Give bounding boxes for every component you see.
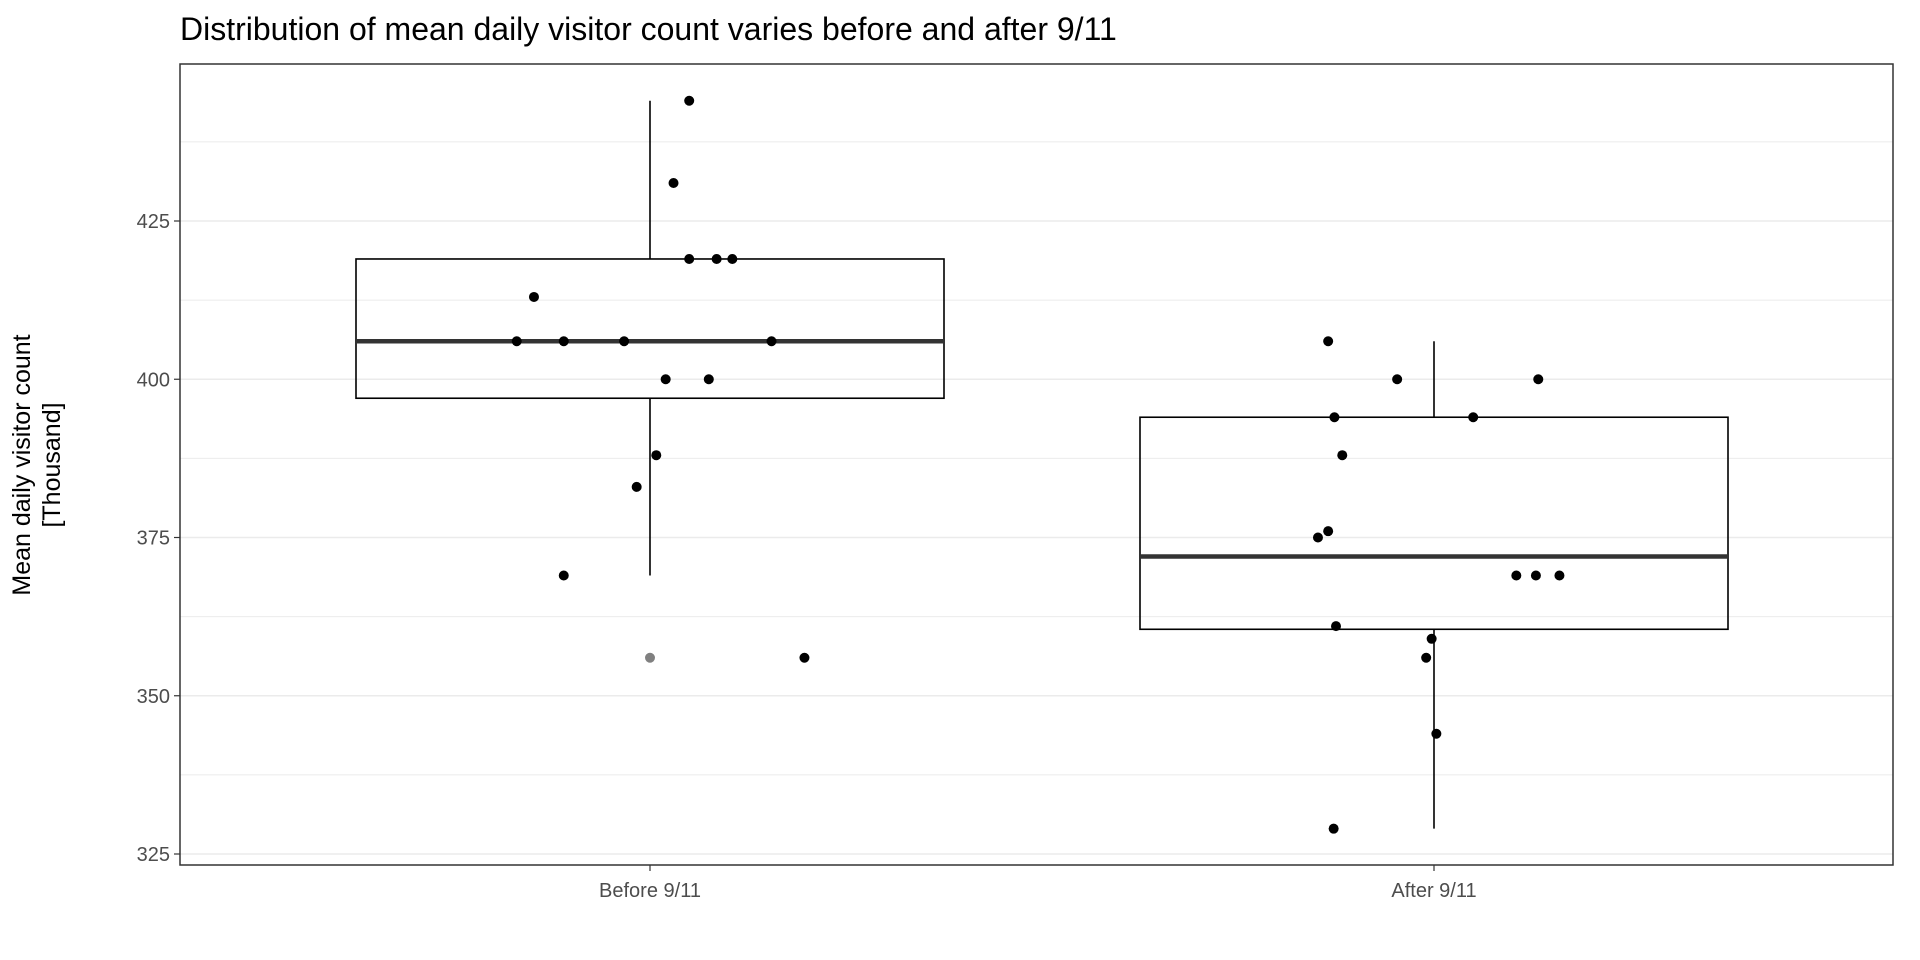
chart-title: Distribution of mean daily visitor count… — [180, 11, 1117, 47]
data-point — [1530, 570, 1541, 581]
data-point — [1554, 570, 1565, 581]
data-point — [1426, 633, 1437, 644]
data-point — [1331, 621, 1341, 632]
data-point — [799, 652, 810, 663]
data-points — [511, 95, 1565, 834]
data-point — [1328, 823, 1339, 834]
data-point — [558, 570, 569, 581]
y-axis-title-line2: [Thousand] — [38, 402, 66, 527]
data-point — [651, 450, 662, 461]
y-tick-label: 375 — [137, 528, 170, 550]
data-point — [1533, 374, 1544, 385]
data-point — [660, 374, 671, 385]
data-point — [684, 95, 695, 106]
data-point — [1421, 652, 1432, 663]
axes: 325 350 375 400 425 Before 9/11 After 9/11 — [137, 211, 1477, 902]
iqr-box — [355, 258, 945, 400]
gridlines — [180, 141, 1893, 855]
outlier-point — [645, 652, 655, 663]
data-point — [511, 336, 522, 347]
data-point — [766, 336, 777, 347]
data-point — [1431, 728, 1442, 739]
data-point — [1392, 374, 1403, 385]
data-point — [631, 481, 642, 492]
iqr-box — [1139, 416, 1729, 631]
data-point — [1337, 450, 1348, 461]
data-point — [619, 336, 630, 347]
plot-panel-border — [179, 63, 1894, 866]
x-tick-label: After 9/11 — [1391, 880, 1476, 902]
y-tick-label: 400 — [137, 369, 170, 391]
y-tick-label: 325 — [137, 844, 170, 866]
data-point — [703, 374, 714, 385]
data-point — [1468, 412, 1479, 423]
y-axis-title-line1: Mean daily visitor count — [8, 334, 36, 595]
data-point — [684, 253, 695, 264]
data-point — [711, 253, 722, 264]
data-point — [1329, 412, 1340, 423]
data-point — [528, 291, 539, 302]
data-point — [1312, 532, 1323, 543]
data-point — [668, 178, 679, 189]
x-tick-label: Before 9/11 — [599, 880, 701, 902]
data-point — [558, 336, 569, 347]
y-tick-label: 425 — [137, 211, 170, 233]
data-point — [1511, 570, 1522, 581]
y-axis-title: Mean daily visitor count [Thousand] — [8, 334, 66, 595]
data-point — [727, 253, 738, 264]
data-point — [1323, 526, 1334, 537]
boxes — [355, 100, 1729, 829]
y-tick-label: 350 — [137, 686, 170, 708]
data-point — [1323, 336, 1334, 347]
